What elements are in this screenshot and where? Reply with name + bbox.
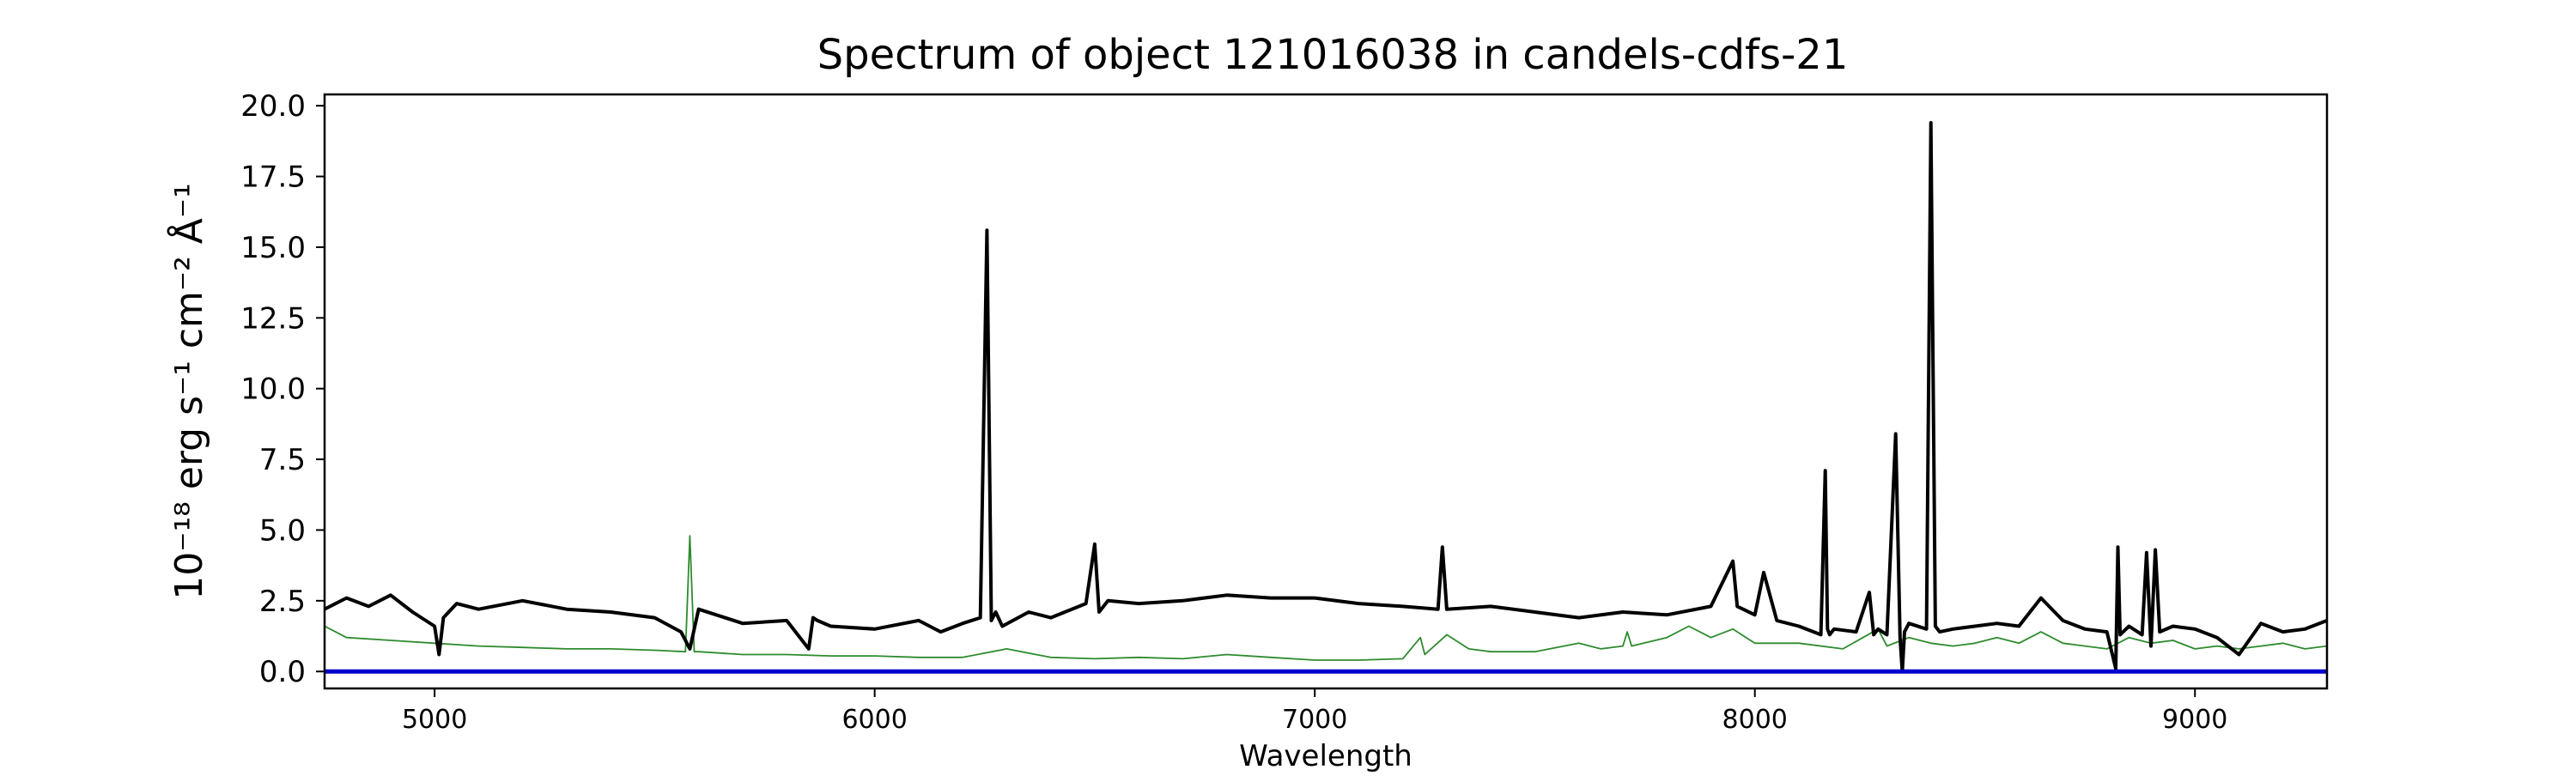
y-axis-label: 10⁻¹⁸ erg s⁻¹ cm⁻² Å⁻¹: [166, 183, 211, 599]
x-tick-label: 9000: [2162, 705, 2227, 735]
y-tick-label: 0.0: [259, 655, 306, 689]
noise-series-line: [324, 535, 2328, 661]
x-axis: 5000 6000 7000 8000 9000: [402, 688, 2227, 735]
x-tick-label: 6000: [841, 705, 907, 735]
flux-series-line: [324, 121, 2328, 674]
x-tick-label: 8000: [1722, 705, 1788, 735]
y-tick-label: 10.0: [240, 373, 306, 407]
plot-frame: [323, 93, 2329, 690]
y-tick-label: 20.0: [240, 89, 306, 124]
x-tick-label: 7000: [1282, 705, 1347, 735]
chart-title: Spectrum of object 121016038 in candels-…: [817, 31, 1849, 79]
y-tick-label: 17.5: [240, 161, 306, 195]
y-axis: 0.0 2.5 5.0 7.5 10.0 12.5 15.0 17.5 20.0: [240, 89, 325, 689]
y-tick-label: 7.5: [259, 443, 306, 477]
y-tick-label: 5.0: [259, 513, 306, 548]
y-tick-label: 12.5: [240, 301, 306, 336]
y-tick-label: 15.0: [240, 231, 306, 265]
x-tick-label: 5000: [402, 705, 467, 735]
x-axis-label: Wavelength: [1239, 739, 1413, 773]
plot-area: [324, 121, 2328, 674]
y-tick-label: 2.5: [259, 585, 306, 619]
